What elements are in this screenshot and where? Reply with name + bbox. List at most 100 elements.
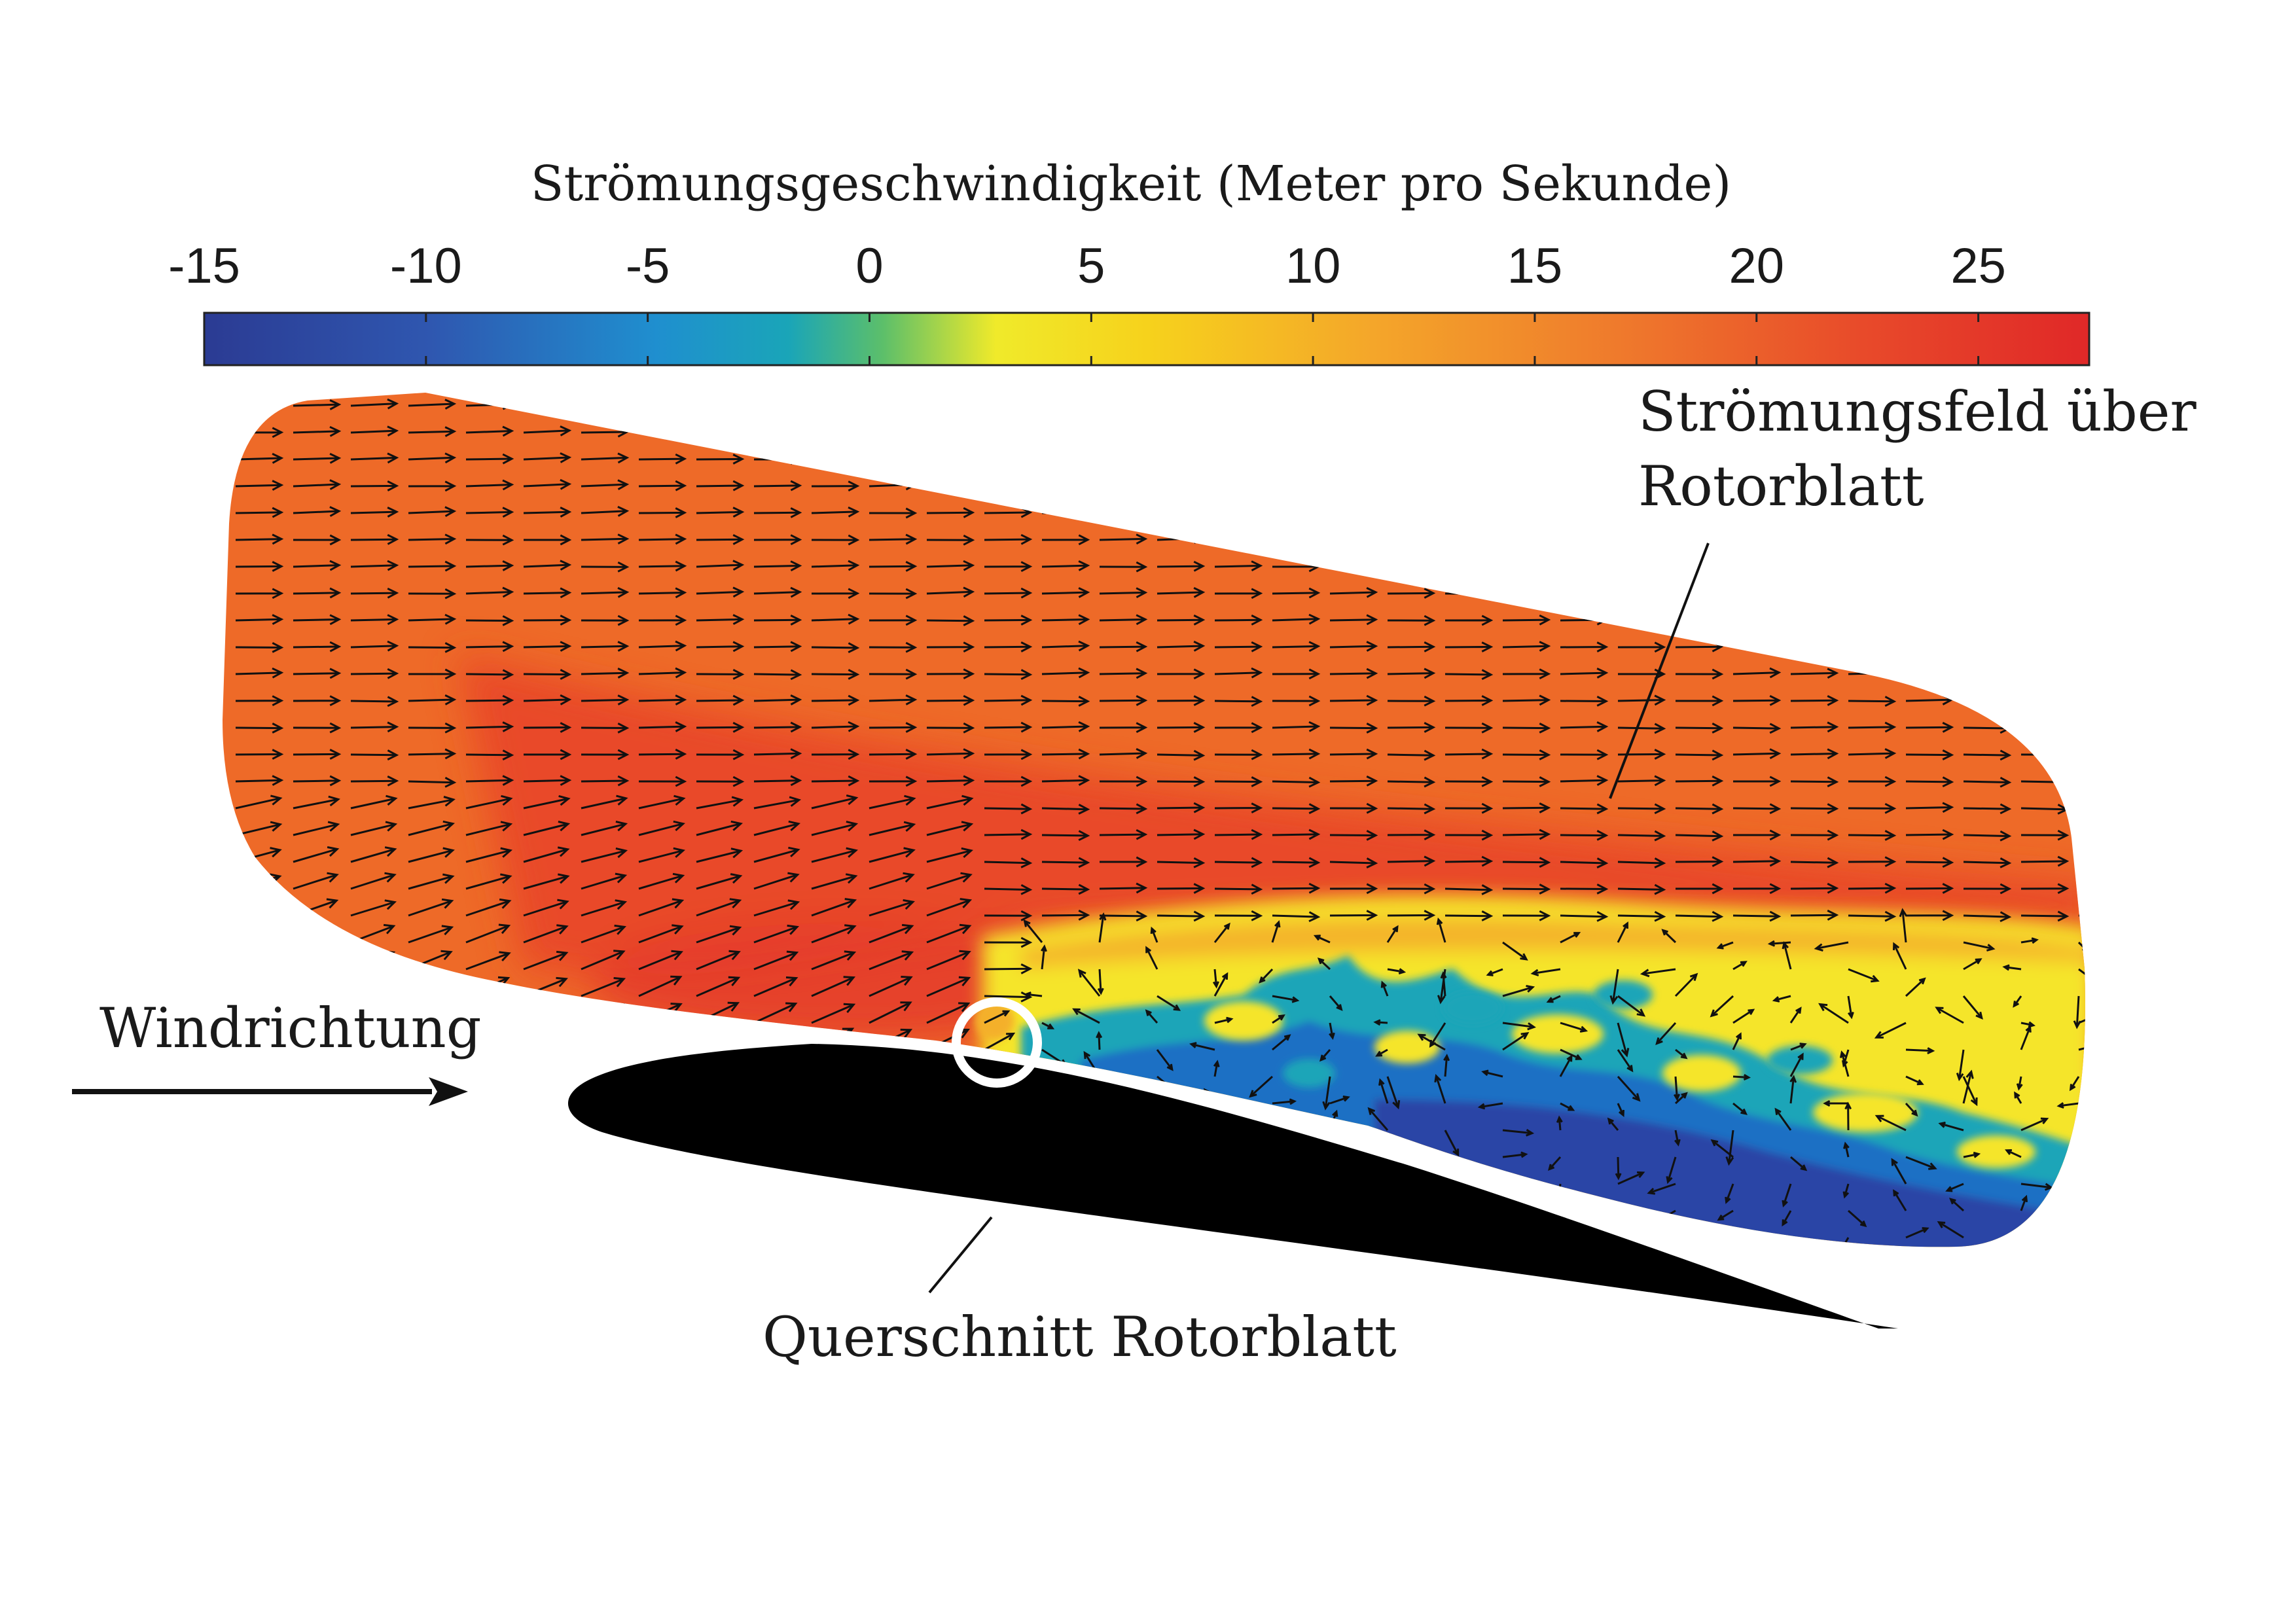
velocity-vector-arrow (1443, 1054, 1450, 1077)
velocity-vector-arrow (1790, 695, 1839, 706)
velocity-vector-arrow (1789, 1052, 1804, 1077)
velocity-vector-arrow (1100, 856, 1148, 868)
velocity-vector-arrow (2020, 883, 2070, 895)
velocity-vector-arrow (1329, 802, 1378, 814)
velocity-vector-arrow (638, 1181, 677, 1212)
velocity-vector-arrow (1963, 911, 2012, 923)
velocity-vector-arrow (581, 924, 627, 944)
velocity-vector-arrow (350, 1183, 390, 1212)
velocity-vector-arrow (2020, 588, 2070, 599)
velocity-vector-arrow (1963, 588, 2012, 599)
velocity-vector-arrow (235, 722, 284, 734)
velocity-vector-arrow (581, 587, 630, 598)
velocity-vector-arrow (753, 615, 802, 626)
velocity-vector-arrow (1546, 995, 1561, 1003)
velocity-vector-arrow (1848, 533, 1897, 544)
velocity-vector-arrow (1387, 588, 1436, 599)
velocity-vector-arrow (811, 794, 859, 810)
velocity-vector-arrow (293, 722, 342, 734)
velocity-vector-arrow (1212, 969, 1219, 989)
velocity-vector-arrow (1157, 615, 1206, 626)
velocity-vector-arrow (465, 479, 514, 491)
velocity-vector-arrow (1502, 749, 1551, 760)
velocity-vector-arrow (811, 721, 860, 732)
velocity-vector-arrow (1072, 1008, 1100, 1024)
velocity-vector-arrow (350, 696, 399, 707)
velocity-vector-arrow (1789, 1075, 1797, 1104)
velocity-vector-arrow (1444, 425, 1494, 437)
velocity-vector-arrow (581, 452, 630, 464)
velocity-vector-arrow (408, 796, 456, 810)
velocity-vector-arrow (2078, 968, 2085, 990)
velocity-vector-arrow (869, 899, 915, 917)
velocity-vector-arrow (465, 721, 514, 732)
velocity-vector-arrow (1732, 534, 1782, 545)
velocity-vector-arrow (1214, 749, 1263, 760)
velocity-vector-arrow (869, 561, 918, 572)
velocity-vector-arrow (293, 1207, 331, 1239)
velocity-vector-arrow (1560, 1022, 1588, 1033)
velocity-vector-arrow (1157, 910, 1206, 922)
velocity-vector-arrow (581, 821, 628, 836)
velocity-vector-arrow (2020, 560, 2070, 571)
velocity-vector-arrow (696, 669, 745, 680)
velocity-vector-arrow (2078, 856, 2085, 867)
velocity-vector-arrow (2020, 641, 2070, 653)
velocity-vector-arrow (1963, 830, 2012, 842)
colorbar-tick-label: 25 (1950, 238, 2006, 294)
velocity-vector-arrow (696, 1157, 737, 1185)
velocity-vector-arrow (1732, 961, 1748, 971)
velocity-vector-arrow (984, 776, 1033, 787)
velocity-vector-arrow (350, 749, 399, 760)
velocity-vector-arrow (1963, 506, 2012, 518)
velocity-vector-arrow (1041, 479, 1090, 490)
velocity-vector-arrow (811, 427, 860, 438)
velocity-vector-arrow (1848, 614, 1897, 626)
velocity-vector-arrow (1848, 830, 1897, 841)
velocity-vector-arrow (1675, 749, 1724, 761)
velocity-vector-arrow (1214, 857, 1263, 868)
velocity-vector-arrow (1848, 910, 1897, 922)
velocity-vector-arrow (1963, 803, 2012, 815)
velocity-vector-arrow (1790, 533, 1839, 544)
velocity-vector-arrow (696, 480, 745, 491)
velocity-vector-arrow (1848, 882, 1897, 894)
velocity-vector-arrow (1674, 1076, 1680, 1101)
velocity-vector-arrow (1214, 1016, 1234, 1024)
velocity-vector-arrow (1560, 857, 1609, 868)
velocity-vector-arrow (235, 976, 279, 997)
velocity-vector-arrow (523, 452, 572, 463)
velocity-vector-arrow (408, 873, 455, 890)
velocity-vector-arrow (1891, 1158, 1907, 1185)
velocity-vector-arrow (1242, 1236, 1273, 1247)
velocity-vector-arrow (753, 976, 798, 997)
velocity-vector-arrow (1214, 883, 1263, 895)
velocity-vector-arrow (1214, 641, 1263, 652)
velocity-vector-arrow (1649, 1209, 1676, 1226)
velocity-vector-arrow (811, 454, 860, 465)
velocity-vector-arrow (465, 586, 514, 598)
velocity-vector-arrow (2078, 748, 2085, 759)
velocity-vector-arrow (696, 898, 742, 917)
velocity-vector-arrow (1145, 946, 1158, 970)
velocity-vector-arrow (753, 1181, 792, 1212)
velocity-vector-arrow (1214, 399, 1263, 410)
velocity-vector-arrow (1732, 560, 1782, 572)
airfoil-cross-section (567, 1044, 1898, 1329)
velocity-vector-arrow (235, 695, 284, 707)
velocity-vector-arrow (1848, 696, 1897, 707)
velocity-vector-arrow (1502, 776, 1551, 787)
velocity-vector-arrow (1905, 776, 1954, 788)
velocity-vector-arrow (350, 721, 399, 733)
velocity-vector-arrow (293, 1182, 332, 1212)
velocity-vector-arrow (638, 667, 687, 679)
velocity-vector-arrow (2069, 1076, 2080, 1092)
velocity-vector-arrow (1329, 533, 1378, 545)
velocity-vector-arrow (926, 1002, 971, 1024)
velocity-vector-arrow (1935, 1007, 1964, 1024)
velocity-vector-arrow (1732, 1074, 1751, 1080)
velocity-vector-arrow (235, 1207, 274, 1239)
velocity-vector-arrow (869, 399, 918, 411)
velocity-vector-arrow (869, 425, 918, 437)
